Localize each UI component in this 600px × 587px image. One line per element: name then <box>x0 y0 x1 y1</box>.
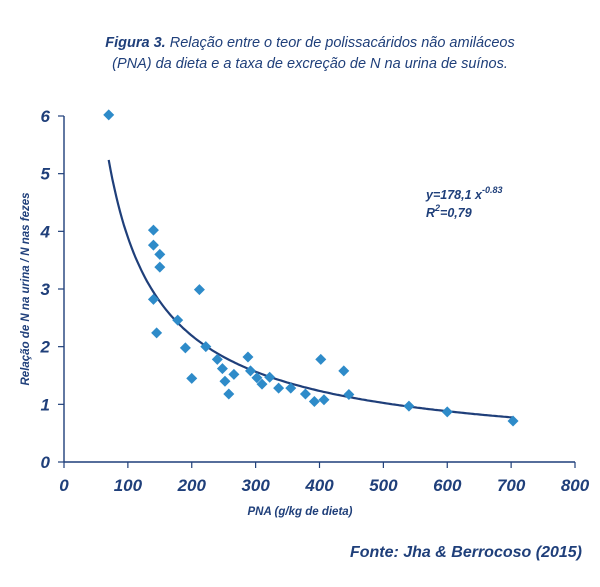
data-point <box>256 378 268 390</box>
trend-equation-exponent: -0.83 <box>482 185 503 195</box>
data-point <box>507 415 519 427</box>
y-tick-label: 6 <box>41 107 51 126</box>
data-point <box>172 314 184 326</box>
figure-caption: Figura 3. Relação entre o teor de poliss… <box>70 33 550 75</box>
y-tick-label: 0 <box>41 453 51 472</box>
trend-equation-main: y=178,1 x <box>425 188 483 202</box>
y-tick-label: 3 <box>41 280 51 299</box>
data-point <box>441 406 453 418</box>
data-point <box>147 224 159 236</box>
data-point <box>245 365 257 377</box>
x-tick-label: 100 <box>114 476 143 495</box>
source-credit: Fonte: Jha & Berrocoso (2015) <box>349 544 582 561</box>
data-point <box>216 363 228 375</box>
data-point <box>211 353 223 365</box>
y-tick-label: 4 <box>40 222 51 241</box>
data-point <box>251 372 263 384</box>
data-point <box>264 371 276 383</box>
data-point <box>147 239 159 251</box>
figure-label: Figura 3. <box>105 35 166 51</box>
data-point <box>228 368 240 380</box>
data-point <box>179 342 191 354</box>
data-point <box>315 353 327 365</box>
r-squared-exponent: 2 <box>434 203 440 213</box>
x-axis-label: PNA (g/kg de dieta) <box>248 506 353 518</box>
data-point <box>147 293 159 305</box>
data-point <box>273 382 285 394</box>
trend-equation: y=178,1 x-0.83 <box>425 185 502 202</box>
data-point <box>343 389 355 401</box>
data-point <box>154 248 166 260</box>
x-tick-label: 300 <box>241 476 270 495</box>
data-point <box>154 261 166 273</box>
data-points <box>103 109 519 427</box>
x-tick-label: 800 <box>561 476 590 495</box>
y-tick-label: 5 <box>41 165 51 184</box>
data-point <box>308 395 320 407</box>
y-axis-label: Relação de N na urina / N nas fezes <box>20 192 32 385</box>
y-tick-label: 1 <box>41 395 50 414</box>
data-point <box>186 372 198 384</box>
x-tick-label: 500 <box>369 476 398 495</box>
data-point <box>193 284 205 296</box>
x-tick-label: 200 <box>177 476 207 495</box>
x-tick-label: 400 <box>304 476 334 495</box>
data-point <box>299 388 311 400</box>
data-point <box>242 351 254 363</box>
data-point <box>200 341 212 353</box>
x-tick-label: 700 <box>497 476 526 495</box>
data-point <box>223 388 235 400</box>
figure-caption-line2: (PNA) da dieta e a taxa de excreção de N… <box>112 56 508 72</box>
data-point <box>403 400 415 412</box>
figure-caption-line1: Relação entre o teor de polissacáridos n… <box>169 35 515 51</box>
chart-ticks: 0 100 200 300 400 500 600 700 800 0 1 2 3 4 5 6 <box>40 107 590 495</box>
r-squared: R2=0,79 <box>426 203 472 220</box>
y-tick-label: 2 <box>40 338 51 357</box>
x-tick-label: 600 <box>433 476 462 495</box>
data-point <box>285 382 297 394</box>
data-point <box>219 375 231 387</box>
data-point <box>318 394 330 406</box>
data-point <box>338 365 350 377</box>
data-point <box>103 109 115 121</box>
chart-axes <box>63 116 575 463</box>
x-tick-label: 0 <box>59 476 69 495</box>
data-point <box>151 327 163 339</box>
r-squared-prefix: R <box>426 206 435 220</box>
r-squared-value: =0,79 <box>440 206 472 220</box>
